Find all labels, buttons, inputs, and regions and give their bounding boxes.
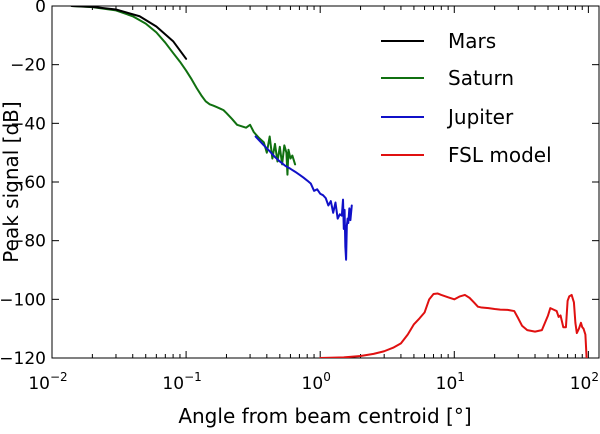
series-line-fsl-model <box>319 292 588 358</box>
plot-frame <box>51 5 600 359</box>
y-tick-label: −80 <box>10 232 46 252</box>
x-axis-title: Angle from beam centroid [°] <box>178 404 471 428</box>
x-tick-label-exponent: −1 <box>184 370 202 384</box>
x-tick-label-base: 10 <box>162 374 184 394</box>
x-tick-label-exponent: 2 <box>591 370 599 384</box>
y-tick-label: −60 <box>10 173 46 193</box>
x-tick-label-exponent: 1 <box>457 370 465 384</box>
x-tick-label: 10−2 <box>28 370 67 394</box>
y-tick-label: −100 <box>0 290 46 310</box>
x-tick-label-base: 10 <box>28 374 50 394</box>
y-tick-label: −20 <box>10 56 46 76</box>
y-axis-title: Peak signal [dB] <box>0 101 23 262</box>
x-tick-label-exponent: 0 <box>323 370 331 384</box>
legend-label-mars: Mars <box>448 29 496 53</box>
x-tick-label-base: 10 <box>570 374 592 394</box>
legend: Mars Saturn Jupiter FSL model <box>381 29 552 167</box>
x-tick-label-base: 10 <box>302 374 324 394</box>
x-tick-label: 102 <box>570 370 599 394</box>
series-line-mars <box>70 6 188 60</box>
y-tick-label: −120 <box>0 349 46 369</box>
x-tick-label: 100 <box>302 370 331 394</box>
series-line-jupiter <box>254 135 353 261</box>
y-tick-label: −40 <box>10 114 46 134</box>
series-group <box>70 6 588 358</box>
legend-label-jupiter: Jupiter <box>446 105 514 129</box>
x-tick-label-exponent: −2 <box>50 370 68 384</box>
x-tick-label: 10−1 <box>162 370 201 394</box>
x-tick-label: 101 <box>436 370 465 394</box>
legend-label-saturn: Saturn <box>448 66 514 90</box>
x-tick-label-base: 10 <box>436 374 458 394</box>
y-tick-label: 0 <box>35 0 46 17</box>
legend-label-fsl-model: FSL model <box>448 143 552 167</box>
series-line-saturn <box>70 6 297 176</box>
